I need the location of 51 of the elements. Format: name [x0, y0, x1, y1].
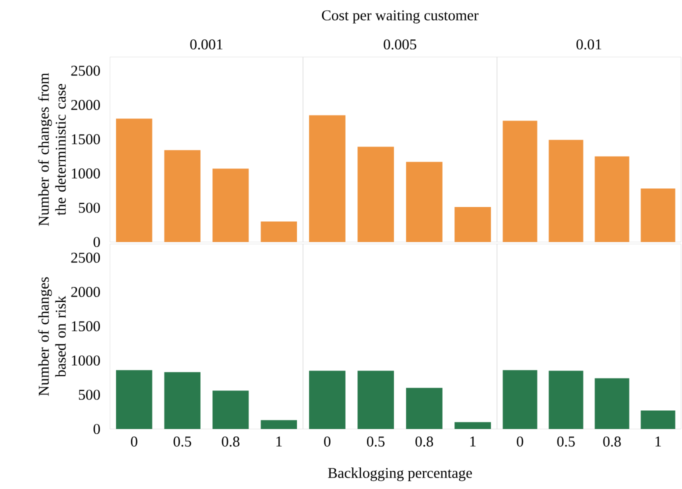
y-tick-label: 0: [94, 236, 100, 248]
x-tick-label: 0.8: [222, 436, 240, 447]
y-tick-label: 2000: [71, 286, 100, 297]
x-tick-label: 0.5: [557, 436, 575, 447]
x-tick-label: 0.8: [415, 436, 434, 447]
y-tick-label: 0: [94, 424, 100, 434]
x-tick-label: 0.8: [603, 436, 621, 447]
bar: [406, 162, 442, 242]
x-tick-label: 1: [470, 436, 476, 446]
bar: [260, 221, 297, 242]
bar: [640, 188, 676, 242]
bar: [116, 118, 152, 242]
y-tick-label: 2500: [71, 66, 100, 76]
bar: [358, 146, 394, 242]
bar: [594, 156, 630, 242]
text: Cost per waiting customer: [322, 10, 479, 24]
y-axis-title: Number of changes from the deterministic case: [38, 72, 66, 226]
bar: [454, 207, 491, 242]
bar: [548, 370, 584, 429]
bar: [212, 390, 249, 429]
bar: [116, 370, 152, 429]
x-axis-title: Backlogging percentage: [328, 468, 472, 482]
x-tick-label: 1: [276, 436, 282, 446]
bar: [548, 140, 584, 242]
x-tick-label: 0: [130, 436, 138, 447]
x-tick-label: 1: [656, 436, 661, 446]
bar: [502, 370, 538, 429]
bar: [164, 372, 200, 429]
bar: [502, 120, 538, 242]
y-tick-label: 1500: [72, 134, 100, 144]
y-tick-label: 2500: [71, 252, 100, 263]
bar: [212, 168, 249, 242]
y-tick-label: 1000: [72, 168, 100, 179]
x-tick-label: 0.5: [366, 436, 385, 447]
chart-title: 0.005: [384, 39, 416, 50]
x-tick-label: 0: [324, 436, 330, 447]
chart-title: 0.01: [576, 39, 602, 50]
chart-title: 0.001: [190, 39, 222, 50]
y-tick-label: 1500: [72, 321, 100, 332]
bar: [309, 115, 346, 242]
y-tick-label: 500: [78, 390, 100, 400]
bar: [640, 410, 676, 429]
bar: [164, 150, 200, 242]
x-tick-label: 0.5: [174, 436, 192, 447]
x-tick-label: 0: [516, 436, 524, 447]
y-tick-label: 2000: [71, 100, 100, 110]
y-axis-title: Number of changes based on risk: [38, 277, 66, 396]
y-tick-label: 500: [78, 202, 100, 213]
y-tick-label: 1000: [72, 355, 100, 366]
bar: [260, 420, 297, 429]
bar: [594, 378, 630, 429]
